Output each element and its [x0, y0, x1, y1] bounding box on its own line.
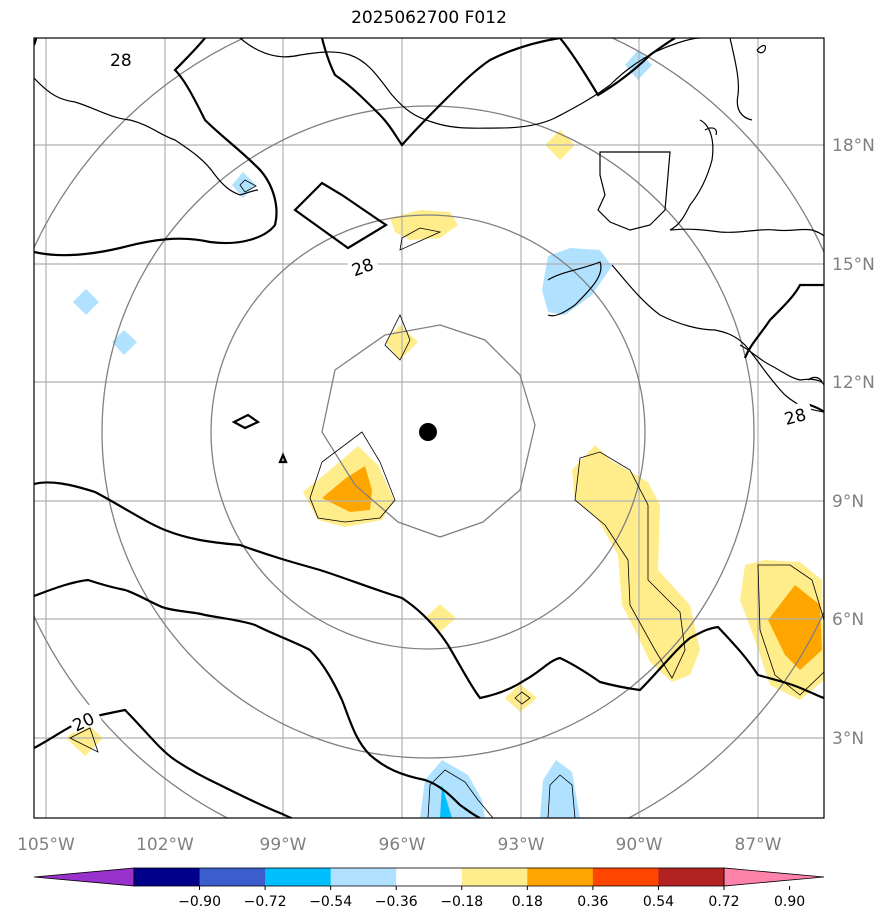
contour-28-north — [34, 38, 278, 257]
contour-28-shape — [293, 181, 389, 250]
colorbar-tick-label: −0.72 — [244, 894, 287, 910]
contour-28-small — [231, 413, 261, 430]
colorbar: −0.90 −0.72 −0.54 −0.36 −0.18 0.18 0.36 0.54 0.7… — [33, 867, 825, 910]
negative-anomaly-patch — [232, 172, 256, 198]
range-rings — [34, 38, 824, 818]
colorbar-tick-label: 0.18 — [512, 894, 543, 910]
coastlines — [34, 38, 824, 413]
map-frame — [33, 37, 825, 819]
lat-label: 6°N — [832, 610, 864, 630]
contour-20 — [34, 578, 481, 818]
contour-southern — [34, 481, 824, 700]
negative-anomaly-patch — [73, 289, 99, 315]
colorbar-tick-label: −0.36 — [375, 894, 418, 910]
colorbar-tick-label: −0.54 — [309, 894, 352, 910]
colorbar-segment — [330, 868, 397, 886]
longitude-labels: 105°W 102°W 99°W 96°W 93°W 90°W 87°W — [17, 835, 782, 855]
colorbar-segment — [265, 868, 332, 886]
lat-label: 15°N — [832, 255, 875, 275]
colorbar-outline — [133, 867, 725, 887]
contour-label: 28 — [110, 51, 132, 71]
colorbar-extend-low — [33, 867, 135, 887]
positive-anomaly-patch — [390, 210, 458, 240]
contour-lines — [34, 38, 824, 818]
colorbar-segment — [592, 868, 659, 886]
colorbar-segment — [527, 868, 594, 886]
storm-center-dot — [419, 423, 437, 441]
colorbar-tick-label: −0.18 — [440, 894, 483, 910]
graticule — [34, 38, 824, 818]
colorbar-tick-label: 0.54 — [643, 894, 674, 910]
latitude-labels: 18°N 15°N 12°N 9°N 6°N 3°N — [832, 136, 875, 749]
contour-28-east — [743, 283, 824, 359]
colorbar-tick-label: 0.36 — [577, 894, 608, 910]
negative-anomaly-patch — [540, 760, 580, 818]
contour-28-dot — [278, 452, 288, 464]
lon-label: 87°W — [735, 835, 782, 855]
colorbar-tick-label: 0.72 — [708, 894, 739, 910]
negative-anomaly-patch — [420, 760, 485, 818]
lon-label: 90°W — [616, 835, 663, 855]
colorbar-segment — [396, 868, 463, 886]
positive-anomaly-patch — [572, 445, 700, 682]
lat-label: 3°N — [832, 729, 864, 749]
lat-label: 12°N — [832, 373, 875, 393]
negative-anomaly-patch — [542, 248, 612, 315]
map-title: 2025062700 F012 — [351, 8, 507, 28]
lon-label: 93°W — [498, 835, 545, 855]
colorbar-segment — [199, 868, 266, 886]
colorbar-tick-label: 0.90 — [774, 894, 805, 910]
lon-label: 96°W — [379, 835, 426, 855]
colorbar-extend-high — [723, 867, 825, 887]
anomaly-outlines — [69, 179, 824, 818]
colorbar-segment — [134, 868, 201, 886]
lon-label: 102°W — [136, 835, 194, 855]
lat-label: 18°N — [832, 136, 875, 156]
negative-anomaly-patch — [112, 330, 137, 355]
lon-label: 105°W — [17, 835, 75, 855]
map-panel: 28 28 28 20 — [34, 38, 824, 818]
lon-label: 99°W — [260, 835, 307, 855]
colorbar-segment — [658, 868, 725, 886]
strong-positive-anomaly-patch — [768, 585, 822, 670]
contour-28-coast — [320, 38, 676, 147]
colorbar-tick-label: −0.90 — [178, 894, 221, 910]
colorbar-segment — [461, 868, 528, 886]
strong-negative-anomaly-patch — [440, 785, 452, 818]
lat-label: 9°N — [832, 492, 864, 512]
